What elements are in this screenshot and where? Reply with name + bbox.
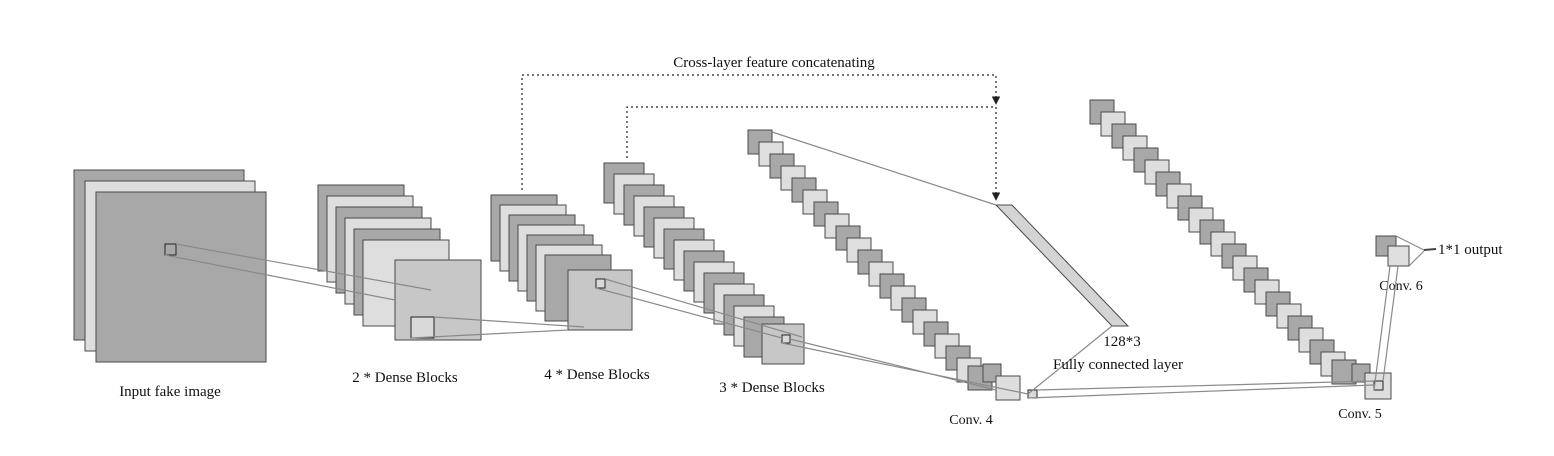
concat-label: Cross-layer feature concatenating [673, 55, 875, 71]
conv4-stack [747, 129, 1038, 401]
output-label: 1*1 output [1438, 242, 1503, 258]
dense-blocks-3-stack [603, 162, 805, 365]
conv4-label: Conv. 4 [949, 413, 992, 428]
fc-label: Fully connected layer [1053, 357, 1183, 373]
input-image-stack [73, 169, 267, 363]
dense-blocks-2-stack [317, 184, 482, 341]
skip-connections [521, 74, 1001, 201]
dense4-kernel [595, 278, 606, 289]
dense-blocks-3-label: 3 * Dense Blocks [719, 380, 825, 396]
dense2-kernel [410, 316, 435, 339]
fc-size-label: 128*3 [1103, 334, 1141, 350]
conv4-kernel [1027, 389, 1038, 399]
input-kernel [164, 243, 177, 256]
dense-blocks-4-stack [490, 194, 633, 331]
projection-lines [164, 243, 1399, 399]
input-label: Input fake image [119, 384, 221, 400]
skip-connection-inner [626, 106, 1001, 201]
conv6-label: Conv. 6 [1379, 279, 1422, 294]
conv6-stack [1375, 235, 1437, 267]
conv5-label: Conv. 5 [1338, 407, 1381, 422]
dense-blocks-2-label: 2 * Dense Blocks [352, 370, 458, 386]
conv5-stack [1089, 99, 1392, 400]
dense3-kernel [781, 334, 791, 344]
fully-connected-layer [771, 131, 1130, 395]
dense-blocks-4-label: 4 * Dense Blocks [544, 367, 650, 383]
skip-connection-outer [521, 74, 1001, 190]
